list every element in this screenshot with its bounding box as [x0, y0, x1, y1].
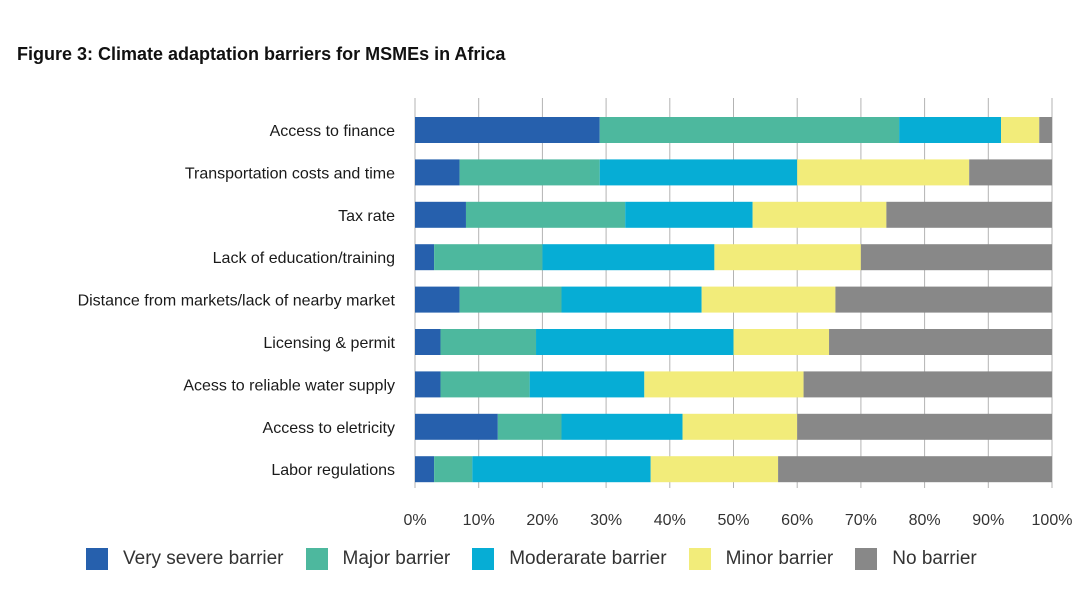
bar-segment [701, 286, 836, 313]
bar-segment [625, 201, 753, 228]
category-label: Tax rate [338, 208, 395, 225]
bar-segment [803, 371, 1052, 398]
legend-item: Very severe barrier [86, 548, 284, 570]
bar-segment [440, 329, 537, 355]
legend-label: Major barrier [342, 548, 451, 569]
x-tick-label: 40% [654, 512, 686, 529]
legend-label: Very severe barrier [123, 548, 284, 569]
x-tick-label: 0% [403, 512, 426, 529]
bar-segment [459, 159, 600, 186]
legend-item: Major barrier [305, 548, 451, 570]
bar-segment [415, 456, 435, 483]
bar-segment [497, 413, 562, 440]
bar-segment [561, 413, 683, 440]
bar-segment [415, 413, 498, 440]
x-axis-ticks: 0% 10% 20% 30% 40% 50% 60% 70% 80% 90% 100% [403, 512, 1072, 529]
category-label: Lack of education/training [213, 250, 395, 267]
x-tick-label: 20% [526, 512, 558, 529]
bar-segment [415, 159, 460, 186]
x-tick-label: 10% [463, 512, 495, 529]
legend: Very severe barrier Major barrier Moderara… [86, 548, 999, 570]
bar-segment [797, 159, 970, 186]
bar-segment [969, 159, 1052, 186]
bar-segment [1039, 117, 1052, 143]
category-label: Distance from markets/lack of nearby mar… [78, 293, 396, 310]
bar-segment [829, 329, 1052, 355]
x-tick-label: 80% [909, 512, 941, 529]
legend-swatch [86, 548, 108, 570]
x-tick-label: 30% [590, 512, 622, 529]
legend-swatch [688, 548, 711, 570]
bar-segment [714, 244, 861, 271]
bar-segment [472, 456, 651, 483]
bar-segment [536, 329, 734, 355]
legend-label: No barrier [892, 548, 977, 569]
bar-segment [561, 286, 702, 313]
category-label: Transportation costs and time [185, 165, 395, 182]
category-label: Access to finance [270, 123, 396, 140]
bar-segment [415, 286, 460, 313]
category-label: Licensing & permit [263, 335, 395, 352]
legend-item: No barrier [855, 548, 977, 570]
bar-segment [415, 329, 441, 355]
bar-segment [529, 371, 645, 398]
bar-segment [465, 201, 626, 228]
bar-segment [752, 201, 887, 228]
legend-swatch [305, 548, 328, 570]
bar-segment [682, 413, 798, 440]
bar-segment [650, 456, 779, 483]
category-label: Access to eletricity [263, 420, 395, 437]
x-tick-label: 100% [1032, 512, 1073, 529]
bar-segment [860, 244, 1052, 271]
legend-swatch [855, 548, 878, 570]
category-label: Labor regulations [271, 462, 395, 479]
bar-segment [542, 244, 715, 271]
bar-segment [644, 371, 804, 398]
bar-segment [886, 201, 1052, 228]
bar-segment [778, 456, 1052, 483]
bar-segment [434, 244, 543, 271]
x-tick-label: 70% [845, 512, 877, 529]
x-tick-label: 50% [717, 512, 749, 529]
legend-label: Minor barrier [725, 548, 834, 569]
x-tick-label: 60% [781, 512, 813, 529]
bar-segment [434, 456, 473, 483]
bar-segment [899, 117, 1002, 143]
bar-segment [415, 244, 435, 271]
bar-segment [835, 286, 1052, 313]
bar-segment [440, 371, 530, 398]
chart-title: Figure 3: Climate adaptation barriers fo… [17, 44, 506, 64]
bar-segment [797, 413, 1052, 440]
category-labels: Access to finance Transportation costs an… [78, 123, 396, 479]
bar-segment [415, 117, 600, 143]
bar-segment [599, 117, 900, 143]
bars [415, 117, 1052, 483]
bar-segment [415, 201, 466, 228]
legend-item: Moderarate barrier [472, 548, 667, 570]
bar-segment [733, 329, 830, 355]
category-label: Acess to reliable water supply [183, 377, 395, 394]
x-tick-label: 90% [972, 512, 1004, 529]
legend-swatch [472, 548, 495, 570]
bar-segment [459, 286, 562, 313]
bar-segment [599, 159, 798, 186]
bar-segment [1001, 117, 1040, 143]
legend-item: Minor barrier [688, 548, 834, 570]
legend-label: Moderarate barrier [509, 548, 667, 569]
bar-segment [415, 371, 441, 398]
